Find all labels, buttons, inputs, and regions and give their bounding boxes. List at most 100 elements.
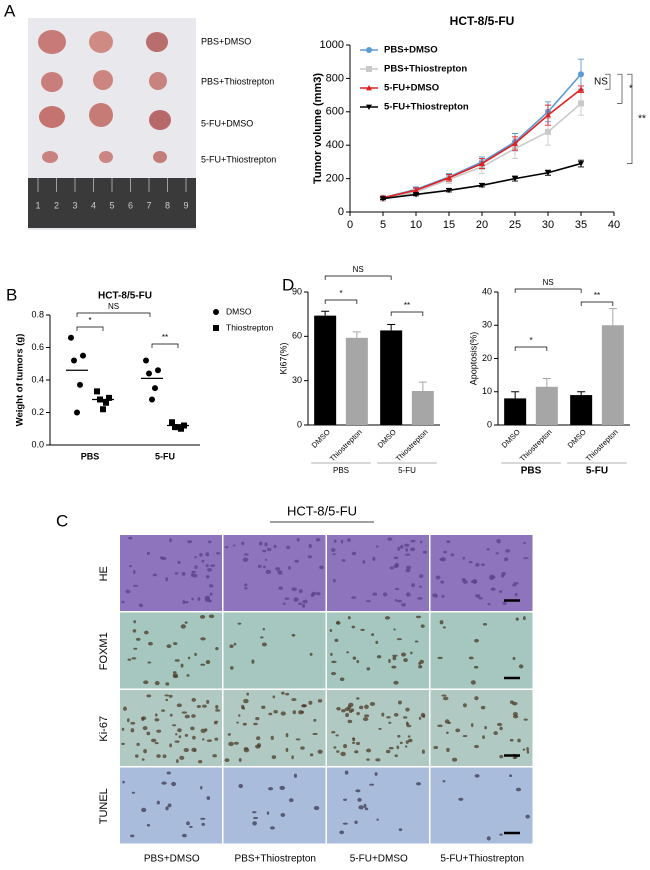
cell-nucleus bbox=[201, 822, 206, 826]
cell-nucleus bbox=[171, 781, 177, 787]
marker bbox=[74, 409, 80, 416]
panel-label: D bbox=[282, 275, 294, 294]
cell-nucleus bbox=[244, 586, 248, 590]
cell-nucleus bbox=[351, 741, 356, 744]
cell-nucleus bbox=[275, 567, 281, 571]
y-axis-label: Weight of tumors (g) bbox=[15, 334, 26, 427]
cell-nucleus bbox=[309, 753, 314, 757]
cell-nucleus bbox=[376, 655, 382, 659]
bar bbox=[345, 337, 368, 425]
cell-nucleus bbox=[308, 543, 312, 549]
cell-nucleus bbox=[293, 597, 299, 602]
significance-label: * bbox=[529, 336, 532, 345]
cell-nucleus bbox=[394, 562, 400, 568]
micrograph bbox=[327, 767, 429, 844]
cell-nucleus bbox=[447, 721, 451, 724]
cell-nucleus bbox=[196, 705, 202, 708]
legend-marker bbox=[213, 325, 219, 331]
cell-nucleus bbox=[348, 702, 354, 707]
cell-nucleus bbox=[369, 701, 376, 706]
significance-bracket bbox=[390, 311, 424, 316]
cell-nucleus bbox=[419, 574, 424, 579]
marker bbox=[578, 161, 584, 167]
marker bbox=[545, 112, 551, 118]
x-tick-label: 5 bbox=[380, 219, 386, 231]
group-label: 5-FU bbox=[586, 466, 608, 477]
cell-nucleus bbox=[343, 798, 348, 801]
x-tick-label: 35 bbox=[575, 219, 587, 231]
cell-nucleus bbox=[261, 642, 267, 647]
cell-nucleus bbox=[414, 640, 419, 643]
legend-label: 5-FU+Thiostrepton bbox=[384, 102, 469, 113]
marker bbox=[155, 367, 161, 374]
cell-nucleus bbox=[385, 749, 391, 754]
cell-nucleus bbox=[167, 803, 172, 808]
tumor bbox=[93, 70, 113, 90]
cell-nucleus bbox=[362, 560, 366, 564]
legend-marker bbox=[213, 309, 219, 315]
cell-nucleus bbox=[173, 642, 178, 646]
cell-nucleus bbox=[422, 550, 428, 554]
x-tick-label: 20 bbox=[476, 219, 488, 231]
cell-nucleus bbox=[212, 754, 218, 758]
cell-nucleus bbox=[184, 733, 189, 737]
cell-nucleus bbox=[150, 738, 157, 743]
y-tick-label: 90 bbox=[292, 286, 302, 296]
y-tick-label: 10 bbox=[482, 386, 492, 396]
column-label: 5-FU+DMSO bbox=[350, 854, 408, 865]
cell-nucleus bbox=[486, 836, 491, 841]
cell-nucleus bbox=[252, 821, 257, 826]
cell-nucleus bbox=[286, 545, 291, 550]
cell-nucleus bbox=[200, 663, 206, 666]
cell-nucleus bbox=[123, 706, 127, 711]
cell-nucleus bbox=[154, 742, 159, 745]
cell-nucleus bbox=[285, 733, 289, 738]
cell-nucleus bbox=[191, 714, 196, 718]
cell-nucleus bbox=[175, 733, 178, 736]
cell-nucleus bbox=[356, 659, 360, 664]
cell-nucleus bbox=[440, 580, 445, 584]
significance-label: NS bbox=[353, 265, 364, 274]
cell-nucleus bbox=[331, 660, 337, 664]
error-bar bbox=[608, 308, 617, 326]
cell-nucleus bbox=[418, 585, 422, 588]
cell-nucleus bbox=[399, 741, 403, 745]
cell-nucleus bbox=[262, 549, 267, 553]
cell-nucleus bbox=[133, 569, 136, 575]
cell-nucleus bbox=[513, 582, 519, 585]
x-tick-label: DMSO bbox=[566, 427, 588, 449]
cell-nucleus bbox=[301, 704, 307, 708]
cell-nucleus bbox=[330, 548, 336, 552]
cell-nucleus bbox=[432, 593, 438, 598]
cell-nucleus bbox=[270, 735, 274, 741]
cell-nucleus bbox=[525, 814, 530, 819]
cell-nucleus bbox=[291, 755, 294, 760]
group-label: PBS bbox=[333, 466, 349, 475]
cell-nucleus bbox=[499, 754, 504, 759]
cell-nucleus bbox=[343, 743, 348, 749]
cell-nucleus bbox=[406, 565, 412, 570]
cell-nucleus bbox=[261, 705, 266, 709]
cell-nucleus bbox=[227, 733, 231, 736]
cell-nucleus bbox=[312, 732, 318, 735]
cell-nucleus bbox=[232, 544, 236, 547]
cell-nucleus bbox=[176, 703, 182, 708]
x-tick-label: 10 bbox=[410, 219, 422, 231]
cell-nucleus bbox=[364, 704, 369, 709]
cell-nucleus bbox=[172, 673, 178, 678]
cell-nucleus bbox=[352, 656, 357, 660]
cell-nucleus bbox=[354, 750, 359, 754]
cell-nucleus bbox=[351, 551, 357, 556]
cell-nucleus bbox=[462, 734, 468, 738]
cell-nucleus bbox=[134, 754, 139, 758]
cell-nucleus bbox=[243, 553, 249, 556]
cell-nucleus bbox=[471, 723, 474, 728]
cell-nucleus bbox=[146, 694, 152, 698]
cell-nucleus bbox=[359, 705, 364, 710]
y-tick-label: 30 bbox=[292, 375, 302, 385]
cell-nucleus bbox=[526, 747, 529, 751]
x-tick-label: 5-FU bbox=[155, 451, 175, 461]
cell-nucleus bbox=[230, 666, 234, 670]
cell-nucleus bbox=[518, 664, 524, 669]
cell-nucleus bbox=[387, 537, 393, 541]
